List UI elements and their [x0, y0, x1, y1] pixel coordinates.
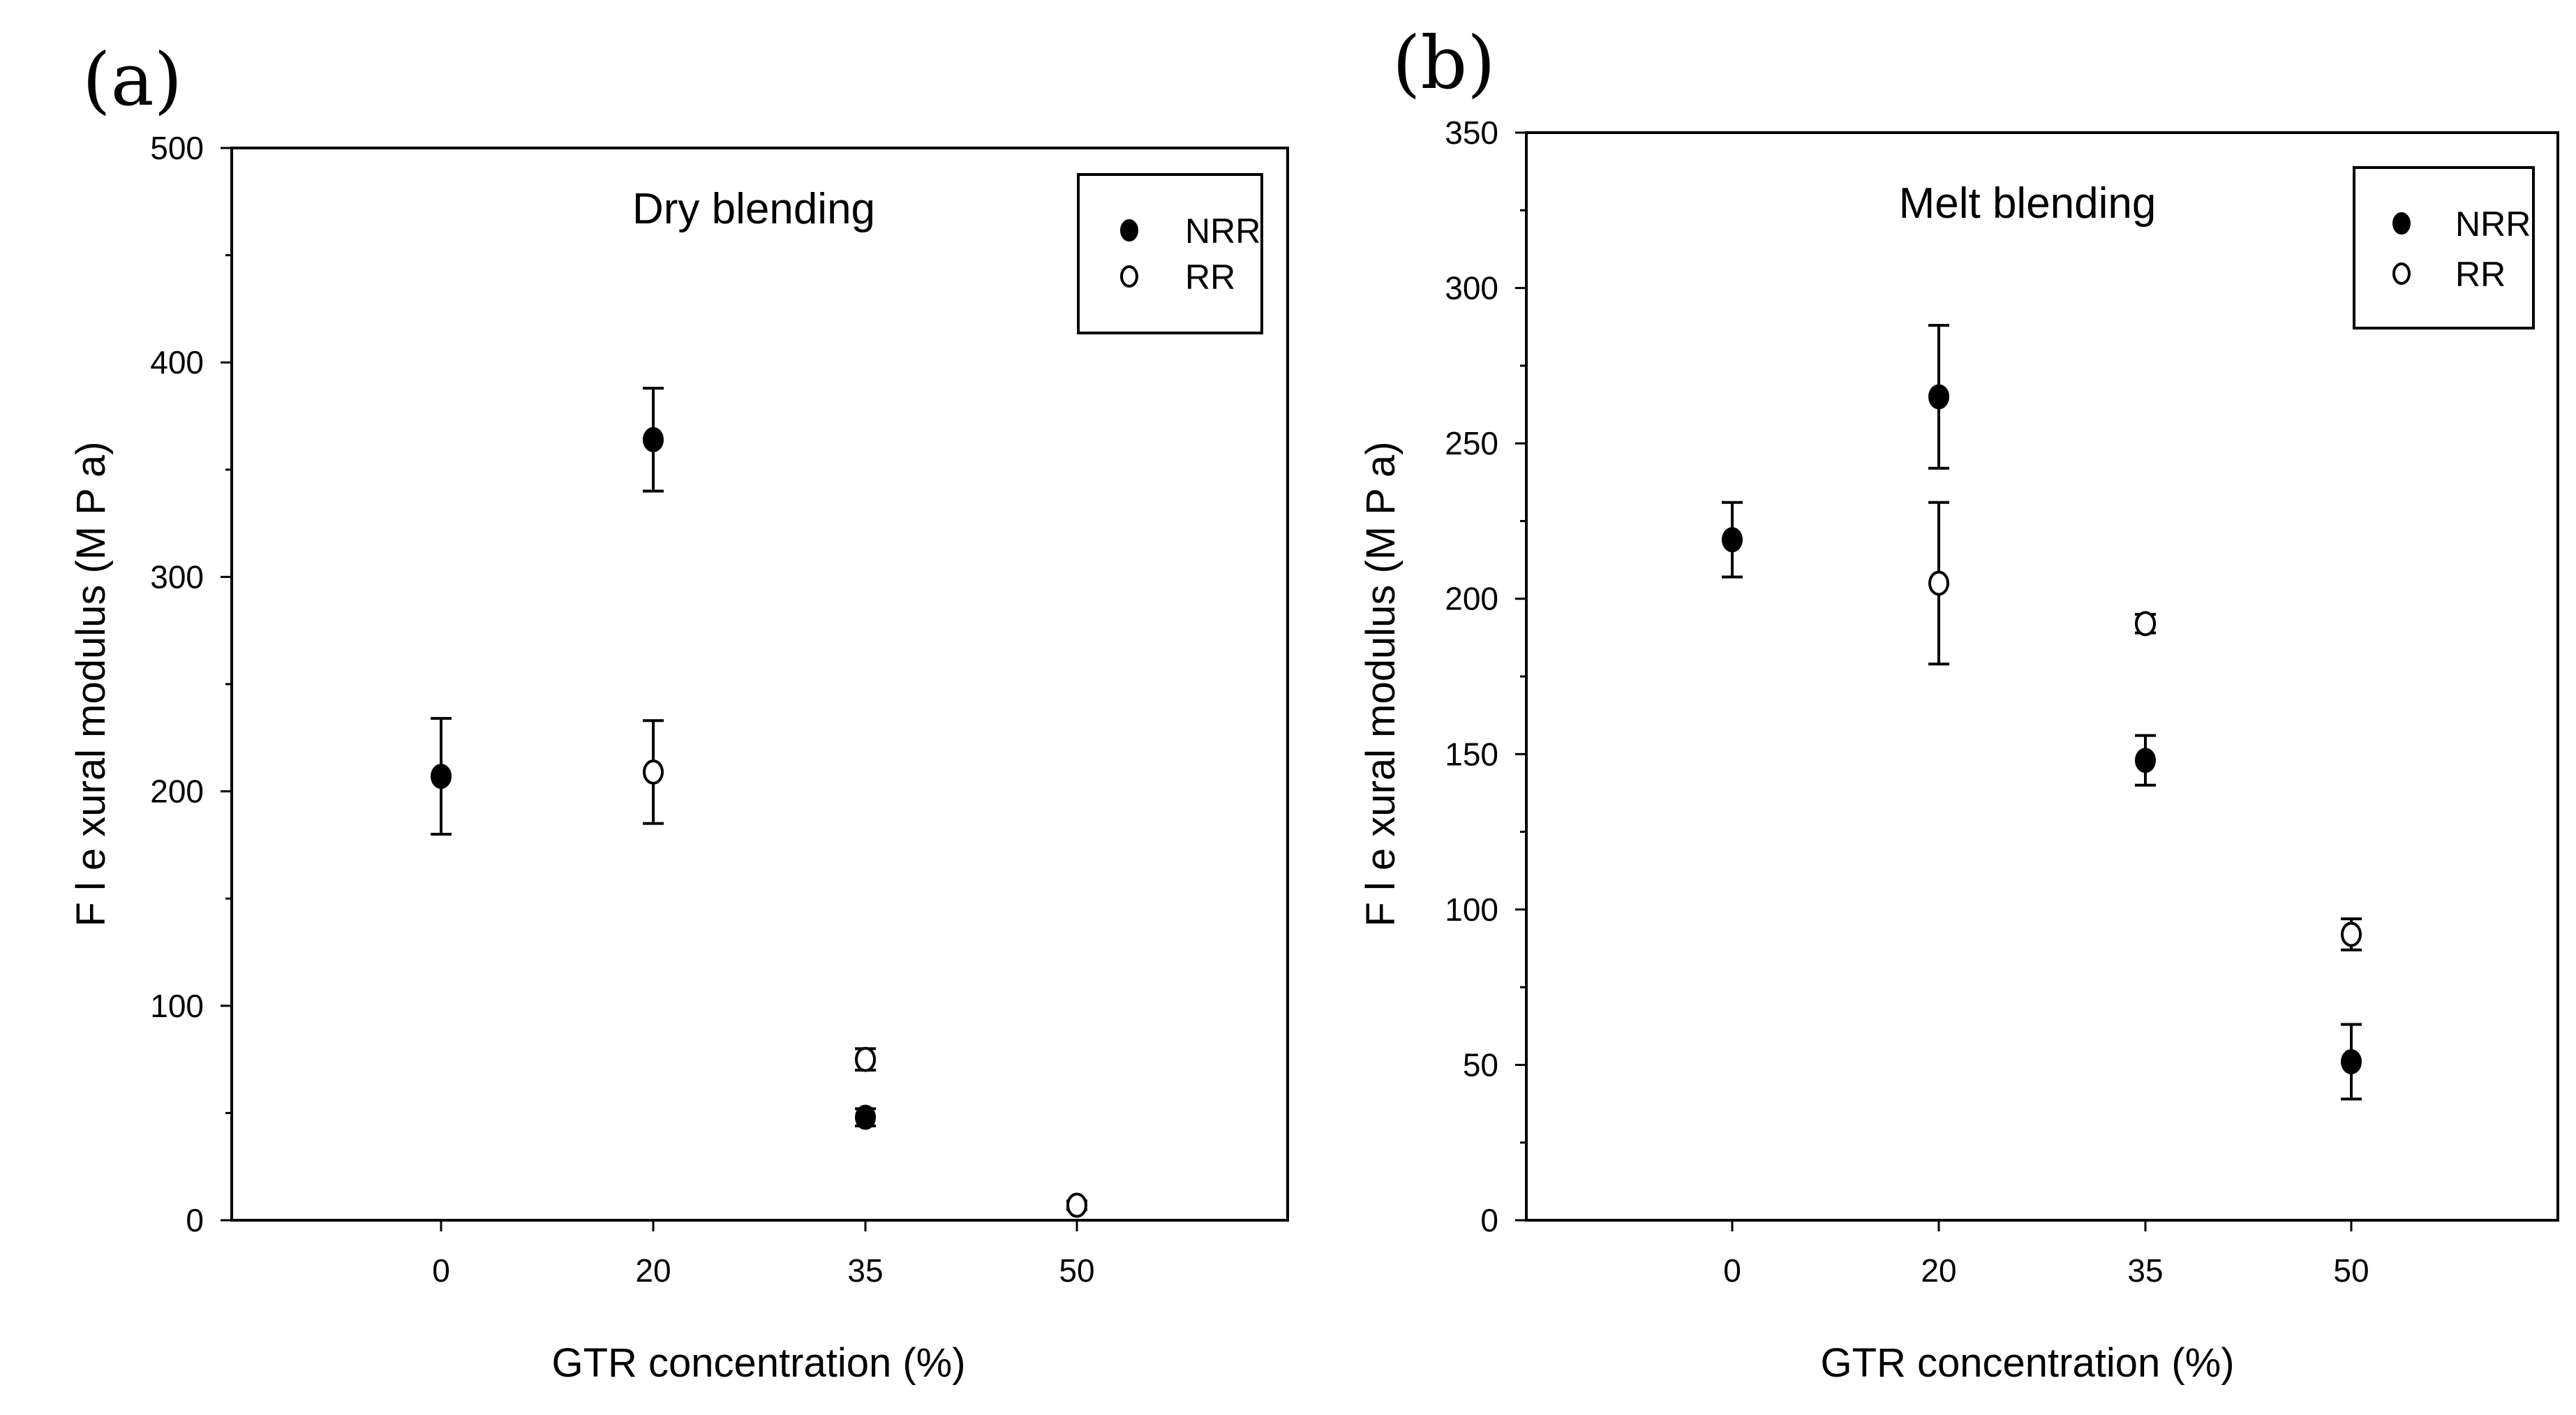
panel-a-label: (a) [82, 37, 183, 122]
data-point-rr [1066, 1192, 1087, 1218]
y-tick-label: 350 [1445, 114, 1498, 151]
legend-marker-rr [2392, 262, 2411, 285]
y-tick-label: 300 [150, 558, 204, 595]
legend-marker-rr [1120, 265, 1138, 288]
y-tick-label: 0 [1480, 1202, 1498, 1238]
y-tick-label: 200 [1445, 581, 1498, 617]
y-tick-label: 50 [1463, 1046, 1498, 1083]
legend-label-rr: RR [2455, 255, 2506, 294]
y-axis-title: F l e xural modulus (M P a) [1358, 441, 1404, 926]
data-point-rr [2341, 921, 2362, 947]
x-tick-label: 20 [635, 1252, 671, 1289]
chart-title: Dry blending [632, 185, 875, 233]
data-point-nrr [1722, 527, 1743, 553]
data-point-rr [855, 1046, 876, 1072]
data-point-rr [643, 759, 664, 785]
panel-b-label: (b) [1392, 20, 1496, 105]
legend-box [1077, 173, 1263, 334]
legend-box [2353, 166, 2535, 329]
x-tick-label: 35 [2127, 1252, 2163, 1289]
y-tick-label: 0 [186, 1202, 204, 1238]
y-tick-label: 500 [150, 130, 204, 166]
y-tick-label: 300 [1445, 270, 1498, 306]
series-rr [643, 719, 1087, 1218]
y-axis-title: F l e xural modulus (M P a) [68, 441, 114, 926]
y-tick-label: 250 [1445, 425, 1498, 461]
x-tick-label: 0 [432, 1252, 450, 1289]
x-axis-title: GTR concentration (%) [1820, 1340, 2234, 1386]
x-tick-label: 50 [2333, 1252, 2369, 1289]
legend-label-nrr: NRR [2455, 205, 2531, 244]
y-tick-label: 200 [150, 773, 204, 810]
y-tick-label: 100 [1445, 891, 1498, 928]
series-rr [1928, 501, 2362, 951]
data-point-nrr [855, 1104, 876, 1130]
legend-label-nrr: NRR [1185, 212, 1260, 251]
series-nrr [431, 387, 876, 1130]
data-point-rr [1928, 570, 1949, 596]
data-point-nrr [1928, 384, 1949, 410]
chart-panel-a: 0 100 200 300 400 500 0 20 35 50 GTR concentration… [68, 130, 1289, 1386]
x-tick-label: 50 [1059, 1252, 1094, 1289]
x-tick-label: 35 [847, 1252, 883, 1289]
data-point-rr [2135, 611, 2156, 637]
legend-marker-nrr [2392, 212, 2411, 235]
legend-marker-nrr [1120, 219, 1138, 242]
legend: NRR RR [2353, 166, 2535, 329]
data-point-nrr [2135, 748, 2156, 773]
data-point-nrr [431, 764, 452, 790]
legend-label-rr: RR [1185, 258, 1235, 297]
data-point-nrr [643, 427, 664, 452]
y-tick-label: 100 [150, 988, 204, 1024]
data-point-nrr [2341, 1049, 2362, 1074]
chart-panel-b: 0 50 100 150 200 250 300 350 0 20 35 50 GTR concentr… [1358, 114, 2559, 1386]
series-nrr [1722, 323, 2362, 1101]
chart-title: Melt blending [1899, 179, 2157, 228]
y-tick-label: 150 [1445, 736, 1498, 772]
legend: NRR RR [1077, 173, 1263, 334]
x-tick-label: 20 [1921, 1252, 1956, 1289]
x-axis-title: GTR concentration (%) [551, 1340, 965, 1386]
y-tick-label: 400 [150, 344, 204, 380]
x-tick-label: 0 [1723, 1252, 1741, 1289]
